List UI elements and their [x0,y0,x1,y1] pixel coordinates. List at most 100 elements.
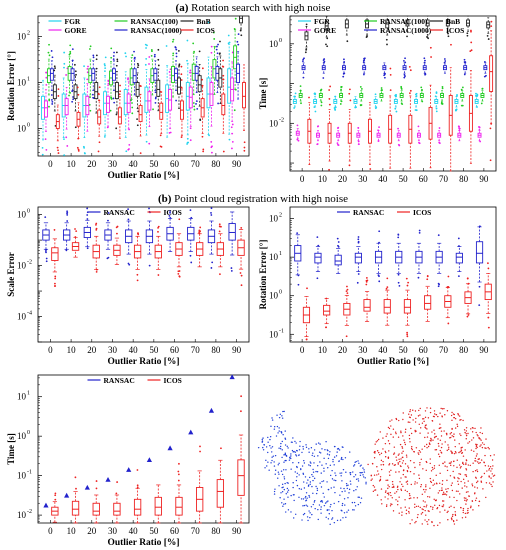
cloud-point [450,450,452,452]
cloud-point [418,423,420,425]
cloud-point [465,433,467,435]
outlier-point [397,281,400,284]
outlier-point [88,48,91,50]
outlier-point [300,102,302,105]
cloud-point [476,453,478,455]
outlier-point [385,38,388,41]
outlier-point [299,89,302,92]
outlier-point [213,38,216,40]
cloud-point [465,497,467,499]
cloud-point [271,446,274,448]
outlier-point [127,148,130,151]
cloud-point [392,483,394,486]
y-tick-label: 10 [269,118,279,128]
cloud-point [409,441,411,443]
cloud-point [388,450,390,452]
outlier-point [406,333,409,336]
cloud-point [429,407,432,409]
cloud-point [391,419,393,421]
cloud-point [345,471,347,473]
cloud-point [469,506,472,509]
cloud-point [327,457,330,460]
plot-frame [37,374,250,524]
outlier-point [447,322,450,325]
outlier-point [127,208,130,211]
cloud-point [300,498,303,500]
cloud-point [331,518,333,520]
box [314,252,322,264]
outlier-point [414,93,417,96]
cloud-point [466,486,468,488]
outlier-point [478,126,481,129]
cloud-point [406,456,408,458]
cloud-point [420,458,422,460]
cloud-point [408,434,411,437]
outlier-point [480,102,483,105]
outlier-point [385,287,388,290]
outlier-point [230,270,233,272]
cloud-point [389,505,392,507]
cloud-point [309,512,311,514]
outlier-point [178,462,180,465]
cloud-point [425,469,427,472]
cloud-point [309,516,311,519]
outlier-point [337,126,340,129]
outlier-point [216,45,218,48]
cloud-point [319,461,321,463]
cloud-point [391,463,394,465]
outlier-point [475,92,477,95]
x-tick-label: 10 [318,345,328,355]
outlier-point [303,57,305,60]
cloud-point [429,458,431,460]
outlier-point [483,75,486,78]
cloud-point [281,483,284,486]
outlier-point [239,272,242,274]
outlier-point [148,63,150,65]
cloud-point [387,457,390,460]
cloud-point [320,506,322,508]
cloud-point [331,517,334,519]
cloud-point [419,432,421,434]
box [405,19,410,27]
cloud-point [402,450,404,453]
cloud-point [421,508,423,510]
outlier-point [53,229,56,231]
cloud-point [289,456,291,458]
cloud-point [457,480,459,482]
cloud-point [377,470,379,472]
cloud-point [451,435,453,437]
x-tick-label: 50 [149,526,159,536]
cloud-point [461,487,463,489]
x-tick-label: 60 [170,159,180,169]
box [175,496,183,516]
cloud-point [421,523,423,525]
cloud-point [286,491,289,493]
cloud-point [265,446,268,448]
cloud-point [408,493,411,495]
x-tick-label: 40 [129,159,139,169]
cloud-point [316,471,319,473]
cloud-point [429,462,431,465]
legend-label-bnb: BnB [197,17,211,26]
cloud-point [421,448,423,450]
legend: RANSAC ICOS [337,208,431,217]
x-tick-label: 0 [48,526,53,536]
cloud-point [419,427,422,429]
y-tick-label: 10 [269,39,279,49]
outlier-point [154,96,157,99]
cloud-point [275,435,278,437]
outlier-point [104,56,107,59]
cloud-point [312,492,314,495]
cloud-point [443,500,445,502]
y-tick-exponent: 0 [279,38,282,44]
outlier-point [69,44,72,47]
cloud-point [312,452,314,454]
cloud-point [401,514,403,516]
outlier-point [71,90,74,93]
cloud-point [331,509,333,512]
cloud-point [281,456,283,459]
cloud-point [445,432,448,435]
cloud-point [355,489,357,491]
outlier-point [406,284,409,287]
cloud-point [284,454,287,456]
